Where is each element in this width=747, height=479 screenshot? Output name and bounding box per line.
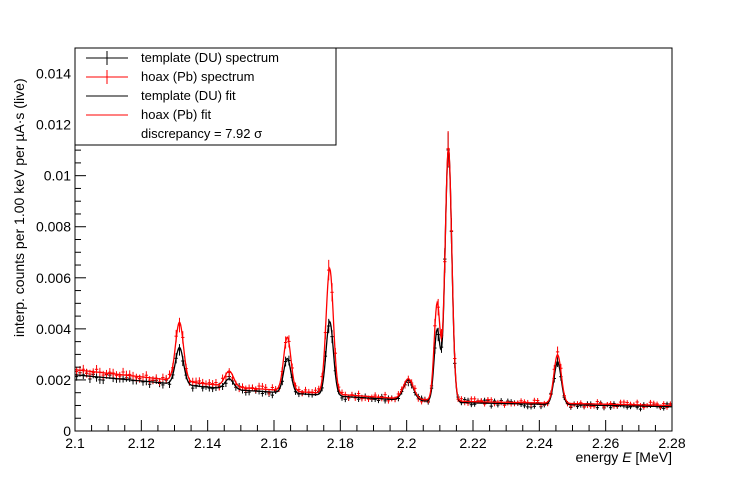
- legend-label-template-fit: template (DU) fit: [141, 88, 236, 103]
- x-tick-label: 2.28: [658, 435, 685, 451]
- legend-label-template-spectrum: template (DU) spectrum: [141, 50, 279, 65]
- y-tick-label: 0.01: [44, 168, 71, 184]
- y-tick-label: 0.002: [36, 372, 71, 388]
- x-tick-label: 2.12: [128, 435, 155, 451]
- legend-annotation-discrepancy: discrepancy = 7.92 σ: [141, 126, 262, 141]
- y-tick-label: 0: [63, 423, 71, 439]
- fit-line-template-du-fit: [74, 149, 673, 408]
- y-tick-label: 0.014: [36, 66, 71, 82]
- x-tick-label: 2.2: [397, 435, 417, 451]
- x-axis-title: energy E [MeV]: [575, 449, 672, 465]
- fit-line-hoax-pb-fit: [74, 147, 673, 407]
- x-axis-title-prefix: energy: [575, 449, 622, 465]
- x-axis-title-variable: E: [622, 449, 632, 465]
- x-tick-label: 2.26: [592, 435, 619, 451]
- x-tick-label: 2.1: [65, 435, 85, 451]
- x-tick-label: 2.16: [260, 435, 287, 451]
- legend-marker-template-spectrum: [86, 51, 128, 65]
- y-axis-title: interp. counts per 1.00 keV per µA·s (li…: [11, 78, 27, 337]
- legend-label-hoax-spectrum: hoax (Pb) spectrum: [141, 69, 254, 84]
- x-tick-label: 2.18: [327, 435, 354, 451]
- axes-layer: 2.1 2.12 2.14 2.16 2.18 2.2 2.22 2.24 2.26 2.28 0 0…: [36, 60, 686, 451]
- x-axis-title-suffix: [MeV]: [632, 449, 672, 465]
- legend-label-hoax-fit: hoax (Pb) fit: [141, 107, 211, 122]
- x-tick-label: 2.24: [526, 435, 553, 451]
- x-tick-label: 2.14: [194, 435, 221, 451]
- y-tick-label: 0.012: [36, 117, 71, 133]
- y-tick-label: 0.004: [36, 321, 71, 337]
- series-layer: [74, 131, 673, 412]
- legend: template (DU) spectrum hoax (Pb) spectru…: [74, 47, 337, 146]
- x-tick-label: 2.22: [459, 435, 486, 451]
- legend-marker-hoax-spectrum: [86, 70, 128, 84]
- y-tick-label: 0.006: [36, 270, 71, 286]
- y-tick-label: 0.008: [36, 219, 71, 235]
